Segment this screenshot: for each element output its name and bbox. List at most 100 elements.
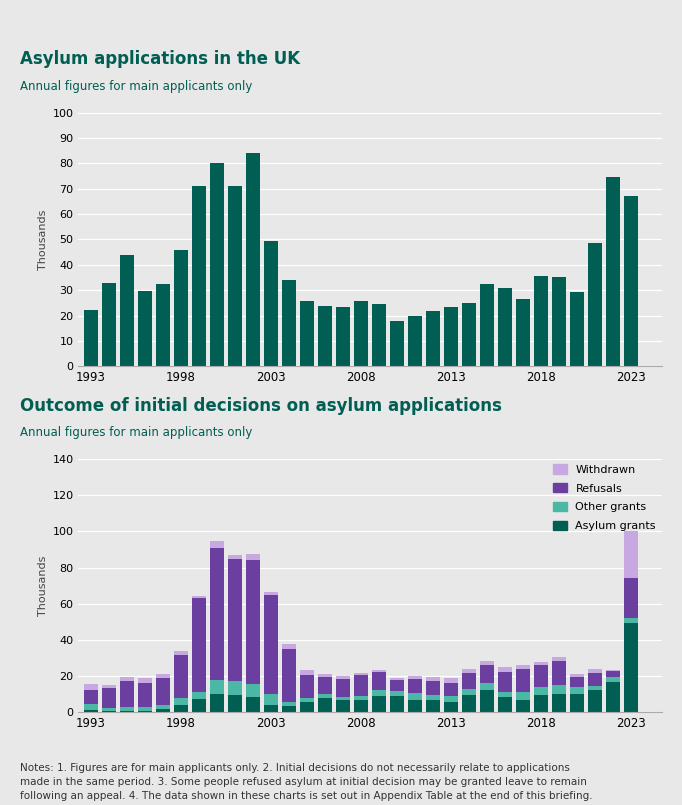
Bar [300, 698, 314, 702]
Y-axis label: Thousands: Thousands [38, 209, 48, 270]
Bar [175, 698, 188, 705]
Bar [102, 687, 116, 708]
Bar [300, 301, 314, 366]
Bar [372, 304, 386, 366]
Bar [192, 596, 206, 598]
Bar [570, 291, 584, 366]
Bar [282, 649, 296, 702]
Text: Outcome of initial decisions on asylum applications: Outcome of initial decisions on asylum a… [20, 397, 503, 415]
Bar [246, 697, 260, 712]
Bar [318, 677, 331, 695]
Bar [120, 707, 134, 711]
Bar [282, 280, 296, 366]
Bar [516, 691, 530, 700]
Bar [516, 299, 530, 366]
Bar [570, 695, 584, 712]
Bar [354, 675, 368, 696]
Bar [156, 708, 170, 712]
Bar [570, 677, 584, 687]
Bar [138, 678, 152, 683]
Text: Notes: 1. Figures are for main applicants only. 2. Initial decisions do not nece: Notes: 1. Figures are for main applicant… [20, 763, 593, 801]
Bar [336, 700, 350, 712]
Bar [282, 702, 296, 706]
Bar [354, 300, 368, 366]
Bar [462, 303, 476, 366]
Bar [624, 531, 638, 578]
Bar [480, 661, 494, 665]
Bar [462, 689, 476, 695]
Bar [318, 674, 331, 677]
Bar [175, 250, 188, 366]
Bar [409, 693, 421, 700]
Bar [516, 700, 530, 712]
Bar [462, 669, 476, 673]
Bar [156, 284, 170, 366]
Bar [552, 277, 565, 366]
Bar [228, 186, 241, 366]
Bar [300, 670, 314, 675]
Bar [409, 679, 421, 693]
Bar [264, 694, 278, 705]
Bar [409, 316, 421, 366]
Bar [390, 696, 404, 712]
Bar [354, 696, 368, 700]
Bar [534, 665, 548, 687]
Bar [426, 677, 440, 681]
Bar [390, 678, 404, 679]
Bar [390, 679, 404, 691]
Bar [624, 578, 638, 618]
Bar [102, 685, 116, 687]
Bar [409, 676, 421, 679]
Bar [156, 705, 170, 708]
Bar [138, 683, 152, 708]
Text: Annual figures for main applicants only: Annual figures for main applicants only [20, 80, 253, 93]
Bar [210, 680, 224, 694]
Bar [606, 177, 620, 366]
Bar [156, 678, 170, 705]
Bar [552, 657, 565, 661]
Bar [102, 283, 116, 366]
Bar [336, 307, 350, 366]
Bar [354, 673, 368, 675]
Bar [570, 675, 584, 677]
Bar [624, 618, 638, 623]
Bar [246, 555, 260, 560]
Bar [588, 673, 602, 686]
Bar [444, 683, 458, 696]
Bar [120, 677, 134, 681]
Bar [336, 696, 350, 700]
Bar [246, 684, 260, 697]
Bar [192, 700, 206, 712]
Bar [138, 708, 152, 711]
Bar [210, 694, 224, 712]
Bar [175, 705, 188, 712]
Text: Annual figures for main applicants only: Annual figures for main applicants only [20, 426, 253, 439]
Bar [210, 163, 224, 366]
Bar [426, 311, 440, 366]
Legend: Withdrawn, Refusals, Other grants, Asylum grants: Withdrawn, Refusals, Other grants, Asylu… [553, 464, 656, 531]
Bar [175, 654, 188, 698]
Bar [246, 153, 260, 366]
Bar [228, 555, 241, 559]
Bar [552, 694, 565, 712]
Bar [624, 196, 638, 366]
Bar [444, 307, 458, 366]
Bar [462, 673, 476, 689]
Bar [246, 560, 260, 684]
Bar [390, 321, 404, 366]
Bar [516, 665, 530, 669]
Bar [102, 708, 116, 711]
Bar [588, 690, 602, 712]
Bar [282, 706, 296, 712]
Y-axis label: Thousands: Thousands [38, 555, 48, 616]
Bar [552, 685, 565, 694]
Bar [336, 679, 350, 696]
Bar [372, 670, 386, 672]
Bar [318, 307, 331, 366]
Bar [480, 683, 494, 691]
Bar [264, 241, 278, 366]
Bar [624, 623, 638, 712]
Bar [120, 255, 134, 366]
Bar [499, 672, 512, 692]
Bar [282, 644, 296, 649]
